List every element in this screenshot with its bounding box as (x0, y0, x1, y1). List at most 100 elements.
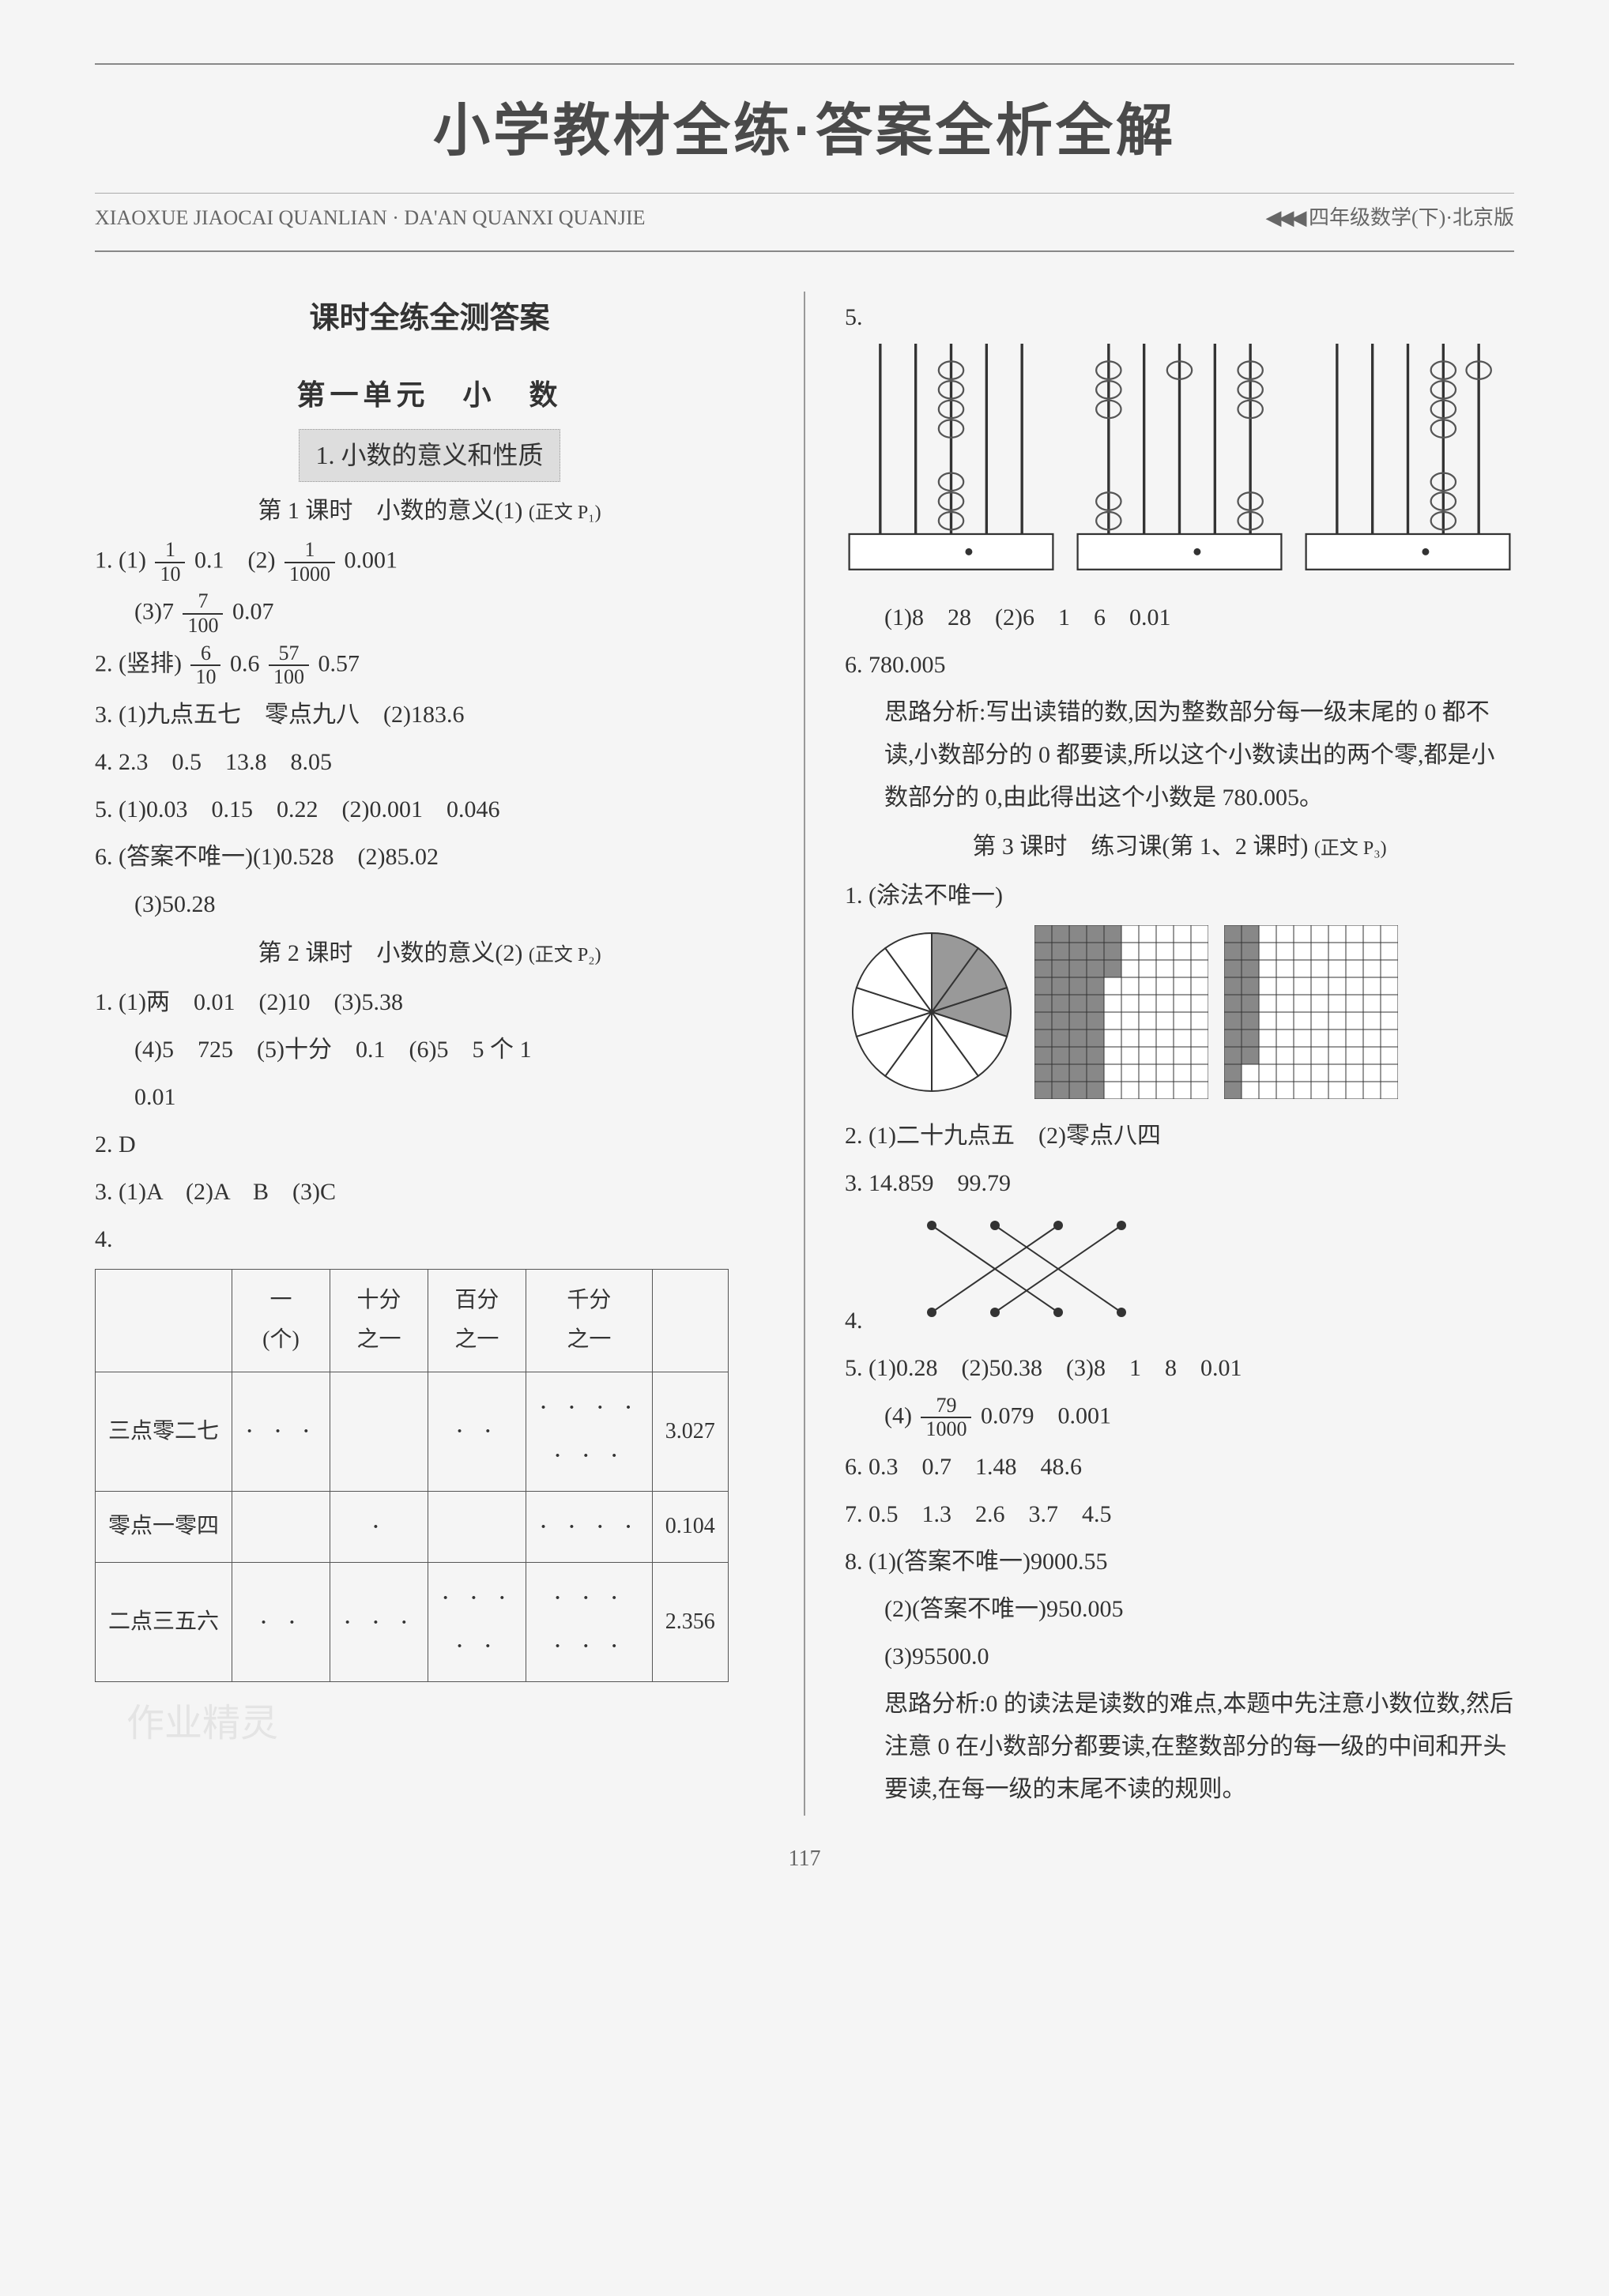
lesson-2-text: 第 2 课时 小数的意义(2) (258, 940, 522, 966)
dot-cell: · · (428, 1372, 526, 1491)
fraction: 110 (155, 539, 185, 585)
row-value: 3.027 (652, 1372, 728, 1491)
main-title: 小学教材全练·答案全析全解 (95, 81, 1514, 183)
dot-cell: · (330, 1491, 428, 1562)
unit-title: 第一单元 小 数 (95, 370, 764, 421)
dot-cell (232, 1491, 330, 1562)
watermark: 作业精灵 (126, 1690, 764, 1758)
subtitle-row: XIAOXUE JIAOCAI QUANLIAN · DA'AN QUANXI … (95, 193, 1514, 243)
table-header (96, 1269, 232, 1372)
arrows-icon: ◀◀◀ (1266, 206, 1304, 229)
q1-b: 0.001 (344, 548, 398, 574)
dot-cell: · · · (330, 1563, 428, 1682)
l2-q1b: (4)5 725 (5)十分 0.1 (6)5 5 个 1 (95, 1029, 764, 1071)
q1-prefix: 1. (1) (95, 548, 146, 574)
exp-label: 思路分析: (884, 699, 985, 725)
page-number: 117 (95, 1839, 1514, 1879)
q1-a: 0.1 (2) (194, 548, 275, 574)
fraction: 11000 (284, 539, 335, 585)
l3-q1: 1. (涂法不唯一) (845, 875, 1514, 917)
fraction: 57100 (269, 642, 309, 689)
table-header (652, 1269, 728, 1372)
l3-q5a: 5. (1)0.28 (2)50.38 (3)8 1 8 0.01 (845, 1347, 1514, 1390)
r-q5-ans: (1)8 28 (2)6 1 6 0.01 (845, 597, 1514, 639)
lesson-2-ref: (正文 P₂) (529, 945, 601, 965)
l3-q2: 2. (1)二十九点五 (2)零点八四 (845, 1115, 1514, 1157)
row-label: 零点一零四 (96, 1491, 232, 1562)
table-header: 千分之一 (526, 1269, 652, 1372)
lesson-3-text: 第 3 课时 练习课(第 1、2 课时) (972, 834, 1308, 860)
r-q5-label: 5. (845, 296, 1514, 339)
dot-cell: · · · ·· · · (526, 1372, 652, 1491)
lesson-3-ref: (正文 P₃) (1314, 838, 1387, 859)
dot-cell: · · ·· · (428, 1563, 526, 1682)
l2-q1: 1. (1)两 0.01 (2)10 (3)5.38 (95, 981, 764, 1024)
q6-line: 6. (答案不唯一)(1)0.528 (2)85.02 (95, 836, 764, 879)
page-header: 小学教材全练·答案全析全解 XIAOXUE JIAOCAI QUANLIAN ·… (95, 63, 1514, 252)
table-row: 二点三五六 · · · · · · · ·· · · · ·· · · 2.35… (96, 1563, 729, 1682)
l3-q6: 6. 0.3 0.7 1.48 48.6 (845, 1446, 1514, 1489)
fraction: 7100 (183, 590, 223, 637)
l3-q4: 4. (845, 1210, 1514, 1342)
exp-label: 思路分析: (884, 1691, 985, 1717)
subunit-title: 1. 小数的意义和性质 (299, 429, 560, 483)
lesson-1-ref: (正文 P₁) (529, 502, 601, 523)
q5b-rest: 0.079 0.001 (981, 1402, 1111, 1428)
dot-cell: · · · (232, 1372, 330, 1491)
l3-q8c: (3)95500.0 (845, 1635, 1514, 1678)
row-value: 0.104 (652, 1491, 728, 1562)
dot-cell (330, 1372, 428, 1491)
abacus-panel (845, 344, 1057, 588)
pie-chart (845, 925, 1019, 1099)
abacus-row (845, 344, 1514, 588)
q1-c: (3)7 (134, 599, 174, 625)
dot-cell (428, 1491, 526, 1562)
abacus-panel (1302, 344, 1514, 588)
r-q6-exp: 思路分析:写出读错的数,因为整数部分每一级末尾的 0 都不读,小数部分的 0 都… (845, 691, 1514, 819)
q5b-prefix: (4) (884, 1402, 912, 1428)
lesson-1-title: 第 1 课时 小数的意义(1) (正文 P₁) (95, 490, 764, 533)
lesson-2-title: 第 2 课时 小数的意义(2) (正文 P₂) (95, 932, 764, 975)
dot-cell: · · (232, 1563, 330, 1682)
table-header: 十分之一 (330, 1269, 428, 1372)
l2-q1c: 0.01 (95, 1076, 764, 1119)
q2-b: 0.57 (318, 650, 360, 676)
row-value: 2.356 (652, 1563, 728, 1682)
q4-line: 4. 2.3 0.5 13.8 8.05 (95, 741, 764, 784)
left-column: 课时全练全测答案 第一单元 小 数 1. 小数的意义和性质 第 1 课时 小数的… (95, 292, 764, 1816)
row-label: 三点零二七 (96, 1372, 232, 1491)
lesson-3-title: 第 3 课时 练习课(第 1、2 课时) (正文 P₃) (845, 826, 1514, 868)
q1-d: 0.07 (232, 599, 274, 625)
q1-line1: 1. (1) 110 0.1 (2) 11000 0.001 (95, 539, 764, 585)
fraction: 791000 (921, 1395, 971, 1441)
table-header-row: 一(个) 十分之一 百分之一 千分之一 (96, 1269, 729, 1372)
q3-line: 3. (1)九点五七 零点九八 (2)183.6 (95, 694, 764, 736)
q5-line: 5. (1)0.03 0.15 0.22 (2)0.001 0.046 (95, 789, 764, 831)
q1-line2: (3)7 7100 0.07 (95, 590, 764, 637)
r-q6: 6. 780.005 (845, 644, 1514, 687)
cross-diagram (869, 1308, 1185, 1334)
grid-square-2 (1224, 925, 1398, 1099)
pinyin-subtitle: XIAOXUE JIAOCAI QUANLIAN · DA'AN QUANXI … (95, 200, 645, 237)
q2-line: 2. (竖排) 610 0.6 57100 0.57 (95, 642, 764, 689)
table-header: 百分之一 (428, 1269, 526, 1372)
q6b-line: (3)50.28 (95, 883, 764, 926)
l3-q8a: 8. (1)(答案不唯一)9000.55 (845, 1541, 1514, 1583)
table-row: 三点零二七 · · · · · · · · ·· · · 3.027 (96, 1372, 729, 1491)
dot-cell: · · ·· · · (526, 1563, 652, 1682)
l3-q5b: (4) 791000 0.079 0.001 (845, 1395, 1514, 1441)
dot-cell: · · · · (526, 1491, 652, 1562)
edition-text: 四年级数学(下)·北京版 (1309, 206, 1514, 229)
l2-q2: 2. D (95, 1124, 764, 1166)
l3-q8-exp: 思路分析:0 的读法是读数的难点,本题中先注意小数位数,然后注意 0 在小数部分… (845, 1683, 1514, 1811)
shapes-row (845, 925, 1514, 1099)
l3-q7: 7. 0.5 1.3 2.6 3.7 4.5 (845, 1493, 1514, 1536)
l2-q3: 3. (1)A (2)A B (3)C (95, 1171, 764, 1214)
row-label: 二点三五六 (96, 1563, 232, 1682)
table-header: 一(个) (232, 1269, 330, 1372)
content-columns: 课时全练全测答案 第一单元 小 数 1. 小数的意义和性质 第 1 课时 小数的… (95, 292, 1514, 1816)
lesson-1-text: 第 1 课时 小数的意义(1) (258, 498, 522, 524)
section-title: 课时全练全测答案 (95, 292, 764, 345)
q2-prefix: 2. (竖排) (95, 650, 182, 676)
abacus-panel (1073, 344, 1286, 588)
